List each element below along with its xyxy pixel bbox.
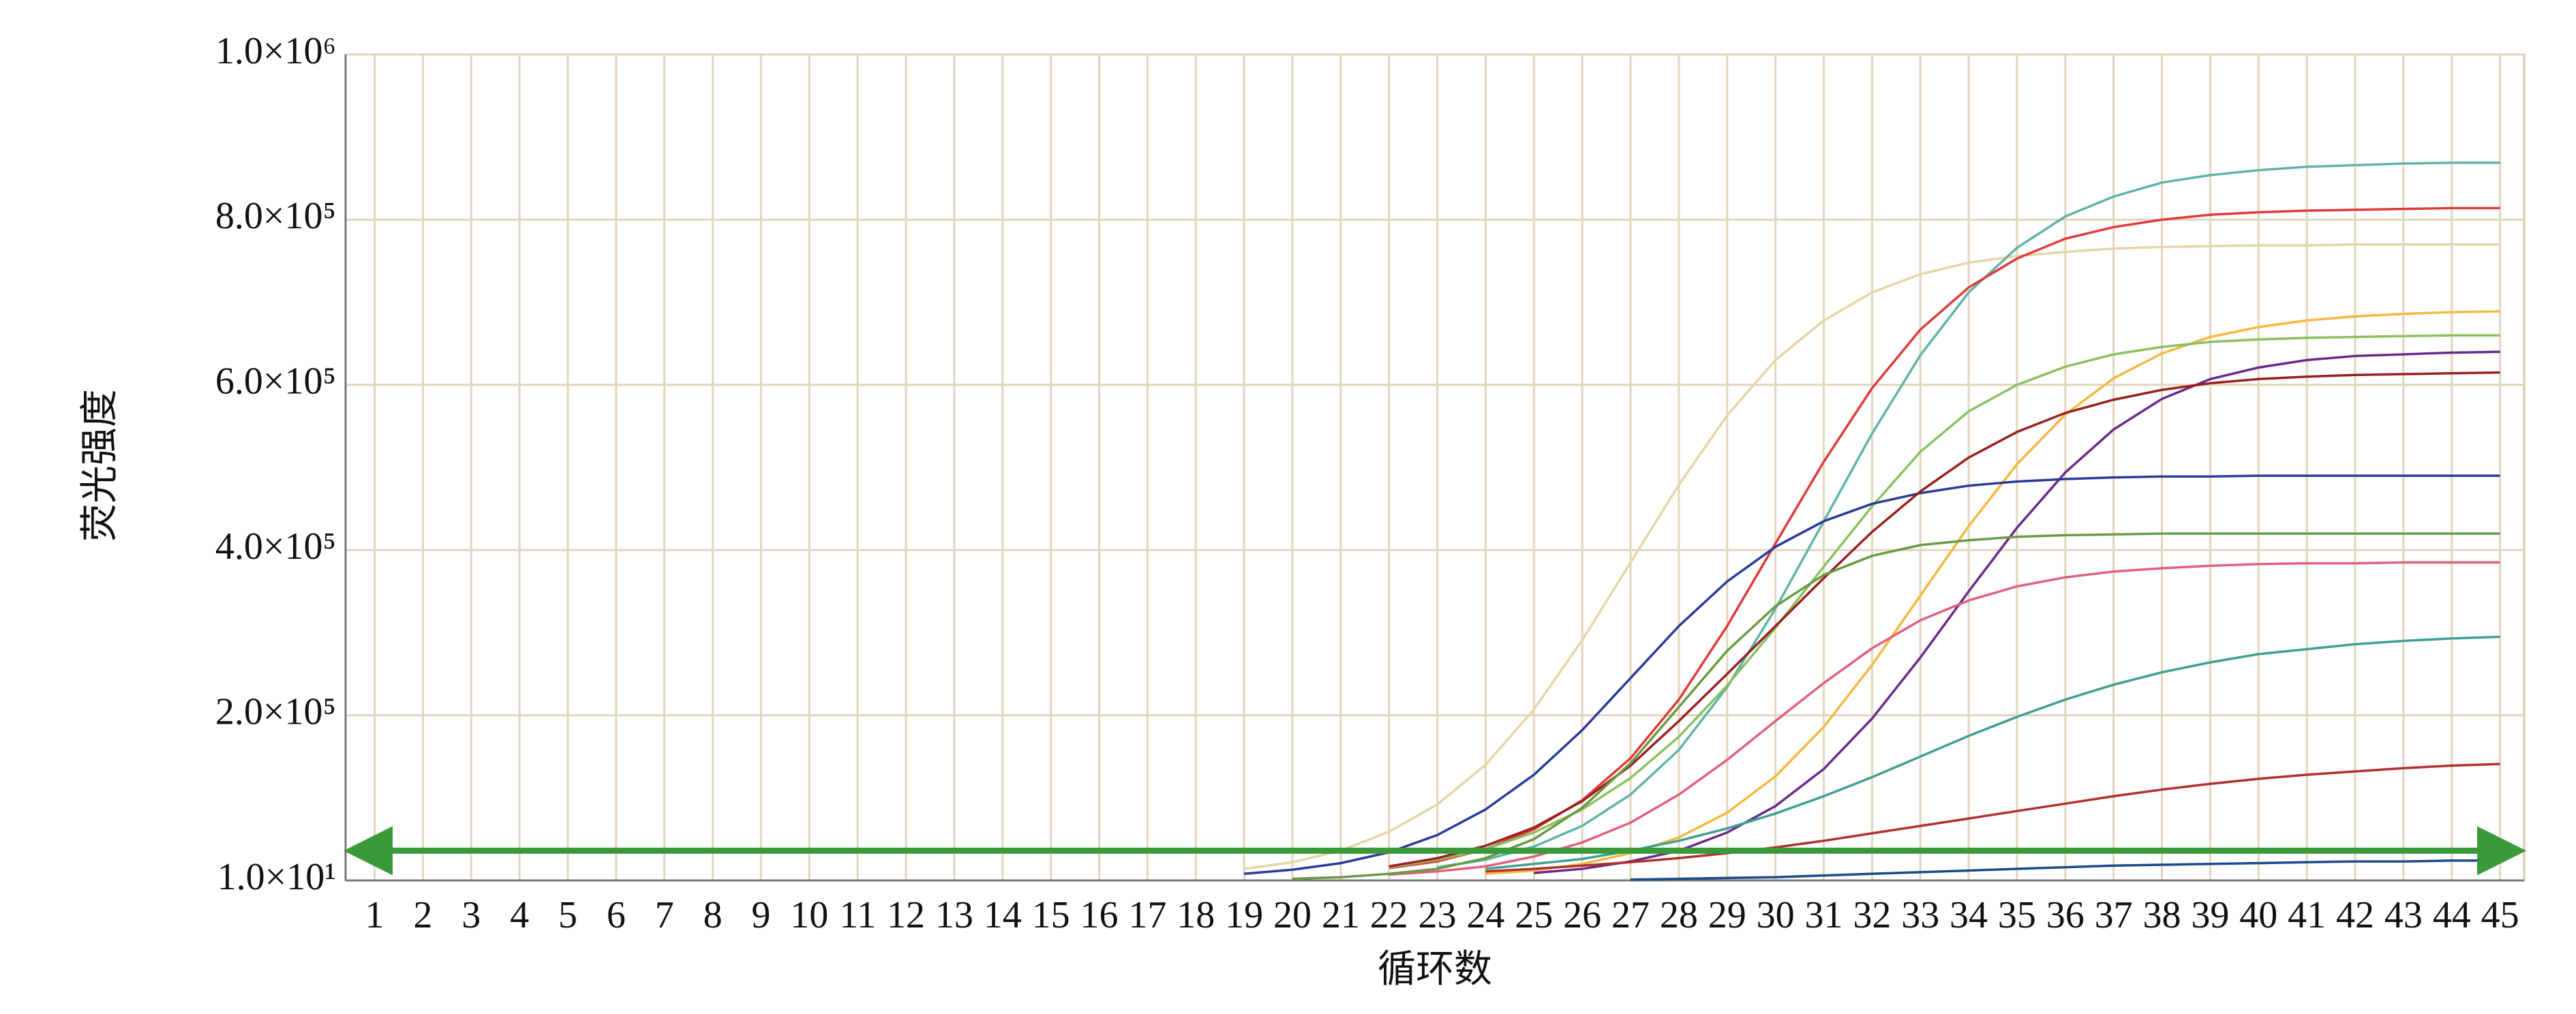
x-tick-label: 41 [2288, 894, 2326, 936]
y-tick-label: 8.0×10⁵ [215, 195, 336, 237]
y-tick-label: 1.0×10¹ [217, 856, 336, 898]
x-tick-label: 24 [1466, 894, 1504, 936]
x-tick-label: 1 [365, 894, 384, 936]
y-tick-label: 1.0×10⁶ [215, 30, 336, 72]
x-tick-label: 13 [935, 894, 973, 936]
x-tick-label: 39 [2191, 894, 2229, 936]
x-tick-label: 22 [1370, 894, 1408, 936]
x-tick-label: 5 [558, 894, 577, 936]
x-tick-label: 26 [1563, 894, 1601, 936]
x-tick-label: 10 [790, 894, 828, 936]
x-tick-label: 29 [1708, 894, 1746, 936]
x-tick-label: 45 [2481, 894, 2519, 936]
x-tick-label: 35 [1998, 894, 2036, 936]
y-tick-label: 6.0×10⁵ [215, 360, 336, 403]
x-tick-label: 16 [1080, 894, 1118, 936]
x-tick-label: 20 [1273, 894, 1312, 936]
x-tick-label: 17 [1128, 894, 1166, 936]
x-tick-label: 44 [2433, 894, 2471, 936]
x-tick-label: 38 [2143, 894, 2181, 936]
x-tick-label: 30 [1757, 894, 1795, 936]
x-tick-label: 8 [703, 894, 723, 936]
x-tick-label: 4 [510, 894, 529, 936]
x-tick-label: 6 [607, 894, 626, 936]
amplification-curve [1243, 243, 2500, 870]
x-tick-label: 40 [2239, 894, 2277, 936]
y-tick-label: 2.0×10⁵ [215, 690, 336, 733]
x-tick-label: 3 [461, 894, 481, 936]
x-tick-label: 37 [2095, 894, 2133, 936]
y-axis-label: 荧光强度 [79, 389, 121, 542]
x-tick-label: 36 [2046, 894, 2085, 936]
x-tick-label: 14 [984, 894, 1022, 936]
x-tick-label: 18 [1177, 894, 1215, 936]
amplification-curve [1389, 371, 2500, 868]
x-tick-label: 7 [655, 894, 674, 936]
plot-frame [344, 53, 2526, 882]
x-tick-label: 42 [2336, 894, 2374, 936]
x-tick-label: 32 [1853, 894, 1891, 936]
x-tick-label: 34 [1950, 894, 1988, 936]
x-tick-label: 28 [1660, 894, 1698, 936]
y-tick-label: 4.0×10⁵ [215, 525, 336, 568]
x-tick-label: 12 [887, 894, 925, 936]
x-tick-label: 11 [839, 894, 876, 936]
x-tick-label: 9 [751, 894, 770, 936]
x-tick-label: 25 [1515, 894, 1553, 936]
x-tick-label: 27 [1611, 894, 1650, 936]
x-tick-label: 19 [1225, 894, 1263, 936]
x-tick-label: 31 [1804, 894, 1843, 936]
x-tick-label: 43 [2384, 894, 2423, 936]
amplification-curve [1437, 162, 2500, 869]
x-tick-label: 23 [1419, 894, 1457, 936]
x-tick-label: 21 [1322, 894, 1360, 936]
x-tick-label: 2 [413, 894, 432, 936]
x-axis-label: 循环数 [1378, 949, 1492, 991]
x-tick-label: 33 [1901, 894, 1939, 936]
x-tick-label: 15 [1032, 894, 1070, 936]
